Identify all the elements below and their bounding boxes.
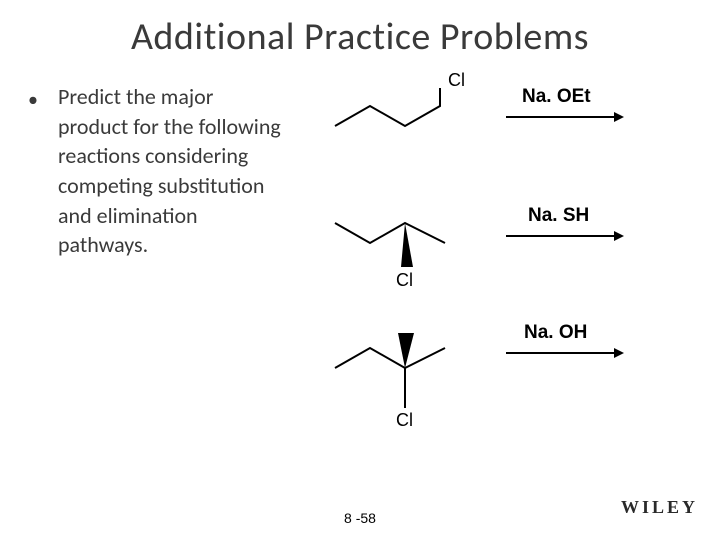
reaction-1: Cl Na. OEt xyxy=(330,78,690,168)
publisher-logo: WILEY xyxy=(621,497,698,518)
reagent-3: Na. OH xyxy=(524,322,587,344)
page-number: 8 -58 xyxy=(0,510,720,526)
body-paragraph: Predict the major product for the follow… xyxy=(58,82,283,260)
arrow-2-head-icon xyxy=(614,231,624,241)
slide-title: Additional Practice Problems xyxy=(0,14,720,60)
bullet-marker: • xyxy=(28,88,38,112)
arrow-3-head-icon xyxy=(614,348,624,358)
cl-label-3: Cl xyxy=(396,410,413,431)
arrow-2-line xyxy=(506,235,616,237)
arrow-1-line xyxy=(506,116,616,118)
reaction-2: Cl Na. SH xyxy=(330,195,690,295)
reaction-3: Cl Na. OH xyxy=(330,320,690,440)
reagent-2: Na. SH xyxy=(528,205,589,227)
arrow-3-line xyxy=(506,352,616,354)
reagent-1: Na. OEt xyxy=(522,86,591,108)
cl-label-2: Cl xyxy=(396,270,413,291)
arrow-1-head-icon xyxy=(614,112,624,122)
cl-label-1: Cl xyxy=(448,70,465,91)
